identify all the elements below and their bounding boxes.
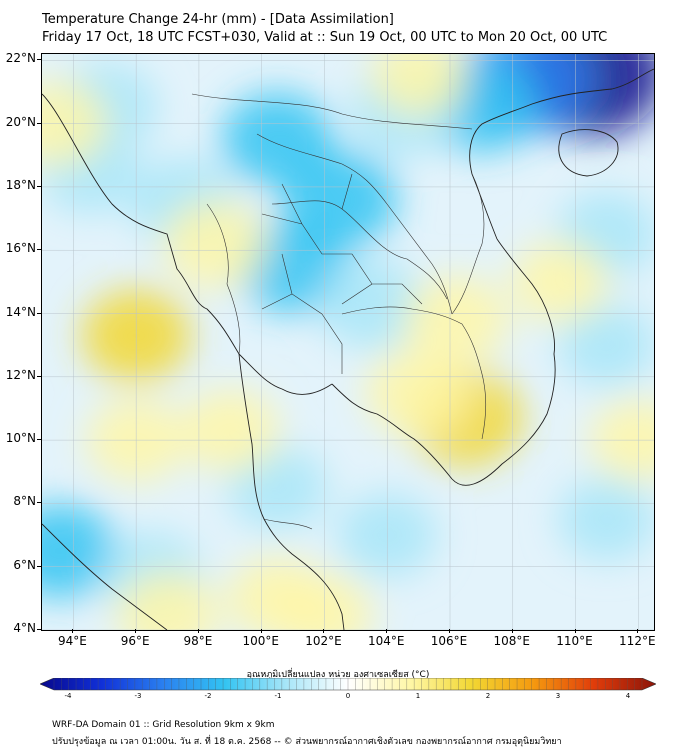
gridlines: [42, 54, 654, 630]
lon-label: 100°E: [242, 634, 279, 648]
coastline-sumatra: [42, 523, 168, 630]
coastline-vietnam-north: [469, 68, 654, 240]
lat-tick: [37, 375, 41, 377]
lon-label: 94°E: [57, 634, 87, 648]
lat-tick: [37, 502, 41, 504]
coastline-hainan: [558, 129, 619, 177]
lat-label: 18°N: [5, 177, 36, 192]
border-mekong: [271, 200, 448, 300]
lon-label: 104°E: [367, 634, 405, 648]
anomaly-blob-25: [181, 389, 280, 473]
footer-credit: ปรับปรุงข้อมูล ณ เวลา 01:00น. วัน ส. ที่…: [52, 737, 562, 747]
lon-label: 96°E: [120, 634, 150, 648]
anomaly-blob-30: [511, 241, 609, 323]
border-vietnam-laos: [451, 173, 485, 315]
anomaly-blob-31: [370, 54, 467, 117]
colorbar-tick-label: 0: [345, 692, 351, 700]
anomaly-blob-16: [557, 477, 654, 561]
lon-tick: [449, 629, 450, 633]
lat-label: 16°N: [5, 241, 36, 256]
lon-label: 112°E: [619, 634, 656, 648]
lon-tick: [72, 629, 74, 633]
lat-tick: [37, 185, 41, 187]
map-canvas: [42, 54, 654, 630]
anomaly-blob-19: [162, 199, 267, 289]
country-borders: [191, 93, 487, 530]
lat-tick: [37, 439, 41, 441]
coastline-gulf-east: [331, 238, 556, 486]
lat-tick: [37, 629, 41, 630]
anomaly-blob-13: [42, 503, 117, 598]
lon-label: 108°E: [493, 634, 531, 648]
colorbar-tick-label: 1: [415, 692, 421, 700]
colorbar-tick-label: -4: [64, 692, 72, 700]
coastlines: [42, 68, 654, 630]
lat-label: 6°N: [13, 557, 36, 572]
colorbar-ticks: [53, 678, 643, 690]
anomaly-blob-26: [116, 570, 219, 630]
lat-tick: [37, 249, 41, 251]
border-china: [191, 93, 473, 130]
colorbar: [40, 678, 656, 691]
lon-tick: [197, 629, 199, 633]
lat-tick: [37, 312, 41, 314]
lon-label: 98°E: [183, 634, 213, 648]
border-cambodia: [341, 306, 487, 440]
lat-tick: [37, 59, 41, 61]
colorbar-tick-label: 2: [485, 692, 491, 700]
colorbar-tick-label: -3: [134, 692, 142, 700]
lat-label: 22°N: [5, 51, 36, 66]
anomaly-blob-22: [404, 275, 509, 365]
lon-label: 106°E: [430, 634, 468, 648]
anomaly-blob-21: [365, 347, 472, 438]
lon-tick: [135, 629, 137, 633]
colorbar-label: อุณหภูมิเปลี่ยนแปลง หน่วย องศาเซลเซียส (…: [246, 670, 430, 680]
lon-tick: [386, 629, 388, 633]
lon-tick: [323, 629, 325, 633]
border-malaysia: [263, 518, 313, 530]
lon-tick: [637, 629, 639, 633]
lon-label: 110°E: [556, 634, 593, 648]
lat-label: 8°N: [13, 494, 36, 509]
lat-label: 12°N: [5, 367, 36, 382]
anomaly-blob-12: [557, 303, 654, 387]
lat-label: 20°N: [5, 114, 36, 129]
lon-tick: [511, 629, 513, 633]
map-panel: [41, 53, 655, 631]
lat-label: 4°N: [13, 621, 36, 635]
colorbar-tick-label: 3: [555, 692, 561, 700]
lat-tick: [37, 565, 41, 567]
lat-label: 10°N: [5, 431, 36, 446]
anomaly-field: [42, 54, 654, 630]
lat-tick: [37, 122, 41, 124]
colorbar-tick-label: -1: [274, 692, 282, 700]
border-myanmar-thailand: [206, 203, 241, 355]
lat-label: 14°N: [5, 304, 36, 319]
lon-label: 102°E: [305, 634, 342, 648]
colorbar-tick-label: -2: [204, 692, 212, 700]
colorbar-tick-label: 4: [625, 692, 631, 700]
chart-subtitle: Friday 17 Oct, 18 UTC FCST+030, Valid at…: [42, 30, 608, 45]
footer-model-info: WRF-DA Domain 01 :: Grid Resolution 9km …: [52, 720, 275, 730]
coastline-gulf-west: [238, 353, 333, 395]
anomaly-blob-7: [318, 259, 425, 350]
border-provinces-thailand: [261, 173, 423, 374]
lon-tick: [260, 629, 262, 633]
lon-tick: [574, 629, 576, 633]
chart-title: Temperature Change 24-hr (mm) - [Data As…: [42, 12, 394, 27]
border-laos: [256, 133, 453, 315]
